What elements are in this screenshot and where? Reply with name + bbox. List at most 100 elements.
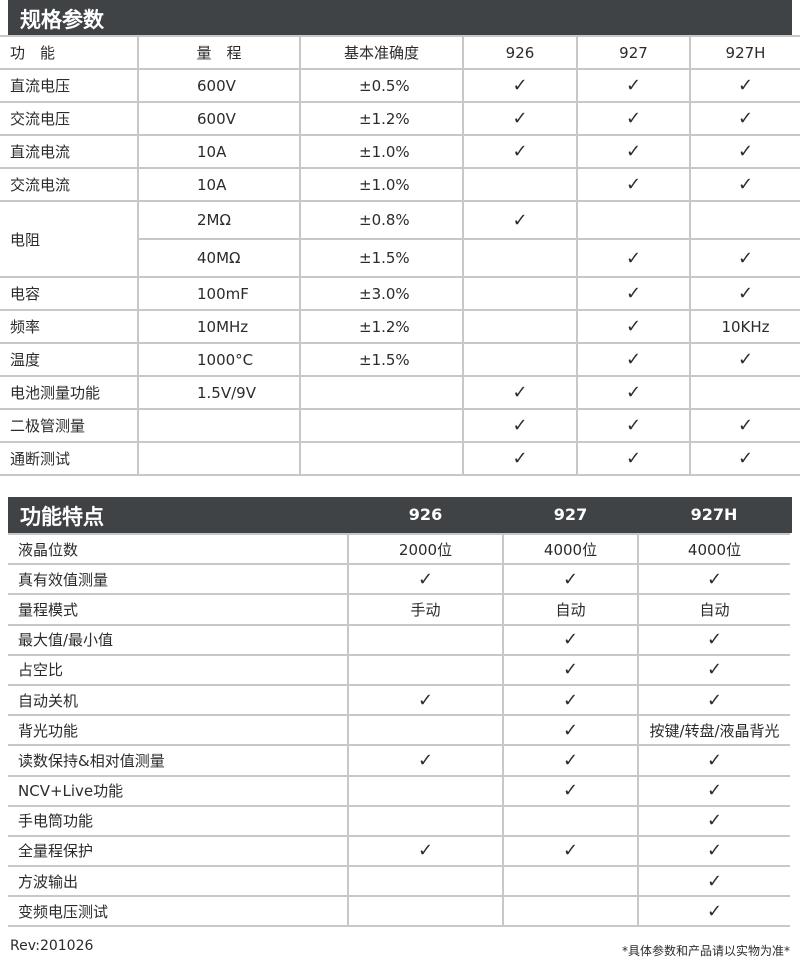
range-cell: 40MΩ <box>138 238 301 278</box>
model-support-cell: ✓ <box>689 441 800 476</box>
table-row: 占空比 ✓ ✓ <box>8 653 790 686</box>
model-support-cell <box>689 200 800 240</box>
model-support-cell: ✓ <box>689 68 800 103</box>
table-row: 真有效值测量 ✓ ✓ ✓ <box>8 563 790 596</box>
table-row: 方波输出 ✓ <box>8 865 790 898</box>
model-support-cell <box>347 714 504 747</box>
model-support-cell <box>502 895 639 928</box>
model-support-cell: ✓ <box>576 134 691 169</box>
model-support-cell <box>347 774 504 807</box>
model-support-cell: ✓ <box>637 744 790 777</box>
feature-name-cell: NCV+Live功能 <box>8 774 349 807</box>
table-row: 读数保持&相对值测量 ✓ ✓ ✓ <box>8 744 790 777</box>
model-support-cell: ✓ <box>689 238 800 278</box>
column-header: 量 程 <box>137 35 301 70</box>
table-row: NCV+Live功能 ✓ ✓ <box>8 774 790 807</box>
model-support-cell <box>576 200 691 240</box>
range-cell: 2MΩ <box>137 200 301 240</box>
model-support-cell <box>462 167 578 202</box>
model-support-cell <box>462 309 578 344</box>
model-support-cell: ✓ <box>637 804 790 837</box>
model-support-cell <box>347 804 504 837</box>
model-support-cell: ✓ <box>689 342 800 377</box>
table-row: 背光功能 ✓ 按键/转盘/液晶背光 <box>8 714 790 747</box>
feature-name-cell: 真有效值测量 <box>8 563 349 596</box>
model-support-cell: ✓ <box>347 563 504 596</box>
model-support-cell: 手动 <box>347 593 504 626</box>
table-row: 液晶位数 2000位 4000位 4000位 <box>8 532 790 566</box>
model-support-cell: ✓ <box>637 653 790 686</box>
model-support-cell <box>347 865 504 898</box>
accuracy-cell <box>299 441 464 476</box>
feature-name-cell: 变频电压测试 <box>8 895 349 928</box>
model-support-cell: 按键/转盘/液晶背光 <box>637 714 790 747</box>
range-cell: 1.5V/9V <box>137 375 301 410</box>
model-support-cell: ✓ <box>462 101 578 136</box>
model-support-cell: ✓ <box>576 276 691 311</box>
accuracy-cell: ±3.0% <box>299 276 464 311</box>
range-cell <box>137 408 301 443</box>
model-support-cell: ✓ <box>502 563 639 596</box>
model-support-cell: ✓ <box>462 375 578 410</box>
model-support-cell: ✓ <box>689 134 800 169</box>
model-support-cell: ✓ <box>502 834 639 868</box>
table-row: 交流电流 10A ±1.0% ✓ ✓ <box>0 167 800 202</box>
function-cell: 直流电流 <box>0 134 139 169</box>
feature-name-cell: 液晶位数 <box>8 532 349 566</box>
table-row: 温度 1000°C ±1.5% ✓ ✓ <box>0 342 800 377</box>
model-support-cell: ✓ <box>637 683 790 717</box>
model-support-cell: ✓ <box>462 134 578 169</box>
model-support-cell: ✓ <box>347 744 504 777</box>
feature-name-cell: 读数保持&相对值测量 <box>8 744 349 777</box>
model-support-cell: ✓ <box>502 683 639 717</box>
table-row: 电容 100mF ±3.0% ✓ ✓ <box>0 276 800 311</box>
spec-header-bar: 规格参数 <box>8 0 792 35</box>
model-support-cell: ✓ <box>502 653 639 686</box>
model-support-cell: ✓ <box>637 774 790 807</box>
function-cell: 交流电流 <box>0 167 139 202</box>
model-support-cell: 2000位 <box>347 532 504 566</box>
model-support-cell: ✓ <box>576 238 691 278</box>
function-cell: 电池测量功能 <box>0 375 139 410</box>
function-cell: 温度 <box>0 342 139 377</box>
table-row: 变频电压测试 ✓ <box>8 895 790 928</box>
function-cell: 电容 <box>0 276 139 311</box>
column-header: 基本准确度 <box>299 35 464 70</box>
accuracy-cell: ±1.5% <box>299 238 464 278</box>
feature-name-cell: 自动关机 <box>8 683 349 717</box>
function-cell: 直流电压 <box>0 68 139 103</box>
revision-label: Rev:201026 <box>10 938 94 954</box>
model-support-cell: ✓ <box>502 714 639 747</box>
feature-name-cell: 全量程保护 <box>8 834 349 868</box>
model-support-cell: ✓ <box>689 276 800 311</box>
accuracy-cell <box>299 375 464 410</box>
range-cell: 1000°C <box>137 342 301 377</box>
model-support-cell <box>502 865 639 898</box>
model-support-cell <box>347 895 504 928</box>
model-support-cell: 自动 <box>502 593 639 626</box>
accuracy-cell: ±0.8% <box>299 200 464 240</box>
table-row: 电阻 2MΩ ±0.8% ✓ <box>0 200 800 278</box>
model-support-cell: ✓ <box>637 623 790 656</box>
function-cell: 交流电压 <box>0 101 139 136</box>
model-support-cell: ✓ <box>462 68 578 103</box>
column-header: 926 <box>462 35 578 70</box>
table-row: 直流电流 10A ±1.0% ✓ ✓ ✓ <box>0 134 800 169</box>
table-row: 最大值/最小值 ✓ ✓ <box>8 623 790 656</box>
model-support-cell: ✓ <box>576 101 691 136</box>
model-support-cell: ✓ <box>637 895 790 928</box>
table-row: 全量程保护 ✓ ✓ ✓ <box>8 834 790 868</box>
table-row: 通断测试 ✓ ✓ ✓ <box>0 441 800 476</box>
feature-name-cell: 占空比 <box>8 653 349 686</box>
model-support-cell: 4000位 <box>502 532 639 566</box>
features-table: 液晶位数 2000位 4000位 4000位 真有效值测量 ✓ ✓ ✓ 量程模式 手动 自动 自动 最大… <box>8 532 790 928</box>
accuracy-cell: ±1.0% <box>299 134 464 169</box>
model-support-cell: ✓ <box>576 342 691 377</box>
model-support-cell: ✓ <box>576 441 691 476</box>
accuracy-cell: ±0.5% <box>299 68 464 103</box>
model-support-cell: ✓ <box>576 375 691 410</box>
spec-header-row: 功 能量 程基本准确度 926 927 927H <box>0 35 800 70</box>
column-header: 功 能 <box>0 35 139 70</box>
model-support-cell: 4000位 <box>637 532 790 566</box>
accuracy-cell: ±1.5% <box>299 342 464 377</box>
